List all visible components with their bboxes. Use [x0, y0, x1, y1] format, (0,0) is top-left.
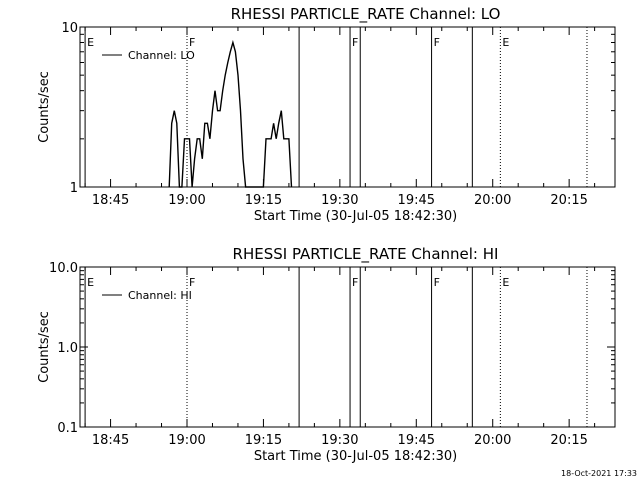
event-marker-label: F	[434, 276, 440, 289]
event-marker-label: E	[87, 36, 94, 49]
event-marker-label: F	[189, 276, 195, 289]
lo-channel-panel: RHESSI PARTICLE_RATE Channel: LO 18:45 19:…	[37, 5, 616, 224]
generation-timestamp: 18-Oct-2021 17:33	[561, 469, 637, 478]
x-tick-label: 19:45	[398, 433, 435, 448]
x-tick-label: 19:00	[168, 193, 205, 208]
chart-title: RHESSI PARTICLE_RATE Channel: HI	[233, 245, 499, 264]
event-marker-label: F	[352, 276, 358, 289]
x-tick-label: 20:00	[474, 193, 511, 208]
legend-entry: Channel: HI	[128, 289, 192, 302]
event-marker-label: E	[87, 276, 94, 289]
y-tick-label: 10.0	[49, 261, 78, 276]
y-tick-label: 1	[70, 181, 78, 196]
y-tick-label: 0.1	[57, 421, 78, 436]
chart-title: RHESSI PARTICLE_RATE Channel: LO	[231, 5, 501, 24]
x-tick-label: 18:45	[92, 433, 129, 448]
x-tick-label: 19:00	[168, 433, 205, 448]
x-axis-label: Start Time (30-Jul-05 18:42:30)	[254, 449, 457, 464]
x-axis-label: Start Time (30-Jul-05 18:42:30)	[254, 209, 457, 224]
event-marker-label: E	[502, 36, 509, 49]
x-tick-label: 19:15	[245, 433, 282, 448]
x-tick-label: 18:45	[92, 193, 129, 208]
event-marker-label: E	[502, 276, 509, 289]
event-marker-label: F	[189, 36, 195, 49]
y-axis-label: Counts/sec	[37, 311, 52, 383]
y-axis-label: Counts/sec	[37, 71, 52, 143]
legend-entry: Channel: LO	[128, 49, 195, 62]
data-series-line	[168, 39, 293, 188]
x-tick-label: 20:15	[550, 193, 587, 208]
x-tick-label: 19:45	[398, 193, 435, 208]
plot-frame	[79, 26, 616, 188]
x-tick-label: 19:30	[321, 433, 358, 448]
x-tick-label: 20:00	[474, 433, 511, 448]
event-marker-label: F	[352, 36, 358, 49]
x-tick-label: 19:30	[321, 193, 358, 208]
x-tick-label: 20:15	[550, 433, 587, 448]
hi-channel-panel: RHESSI PARTICLE_RATE Channel: HI 18:45 19:…	[37, 245, 616, 464]
y-tick-label: 1.0	[57, 341, 78, 356]
event-marker-label: F	[434, 36, 440, 49]
y-tick-label: 10	[61, 21, 78, 36]
x-tick-label: 19:15	[245, 193, 282, 208]
